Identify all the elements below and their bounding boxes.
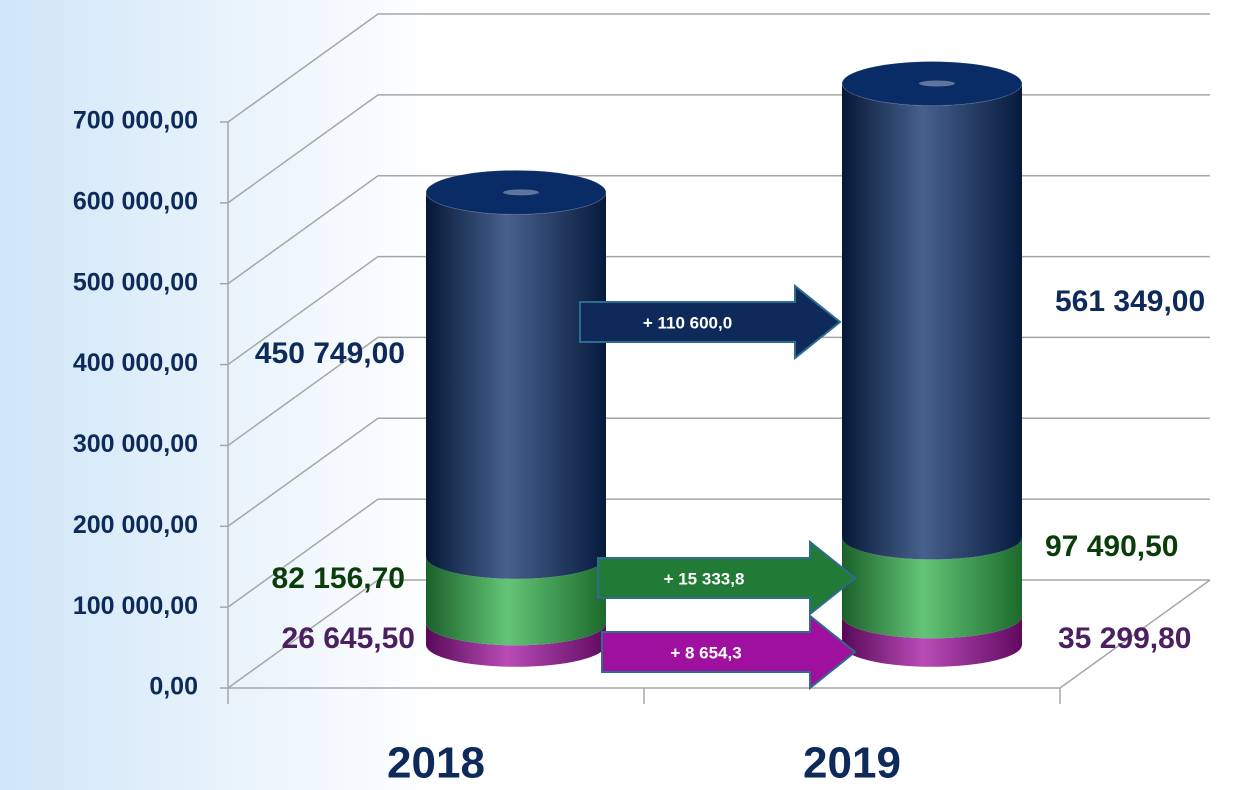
y-tick-label: 600 000,00 (73, 187, 198, 215)
cylinder-highlight (503, 189, 539, 196)
cylinder-segment (426, 623, 606, 667)
x-tick-label: 2019 (803, 739, 901, 788)
value-label: 561 349,00 (1055, 285, 1205, 318)
y-tick-label: 100 000,00 (73, 592, 198, 620)
cylinder-highlight (919, 80, 955, 87)
y-tick-label: 400 000,00 (73, 349, 198, 377)
y-tick-label: 200 000,00 (73, 511, 198, 539)
arrow (597, 539, 857, 617)
y-tick-label: 700 000,00 (73, 107, 198, 135)
y-tick-label: 500 000,00 (73, 268, 198, 296)
value-label: 26 645,50 (282, 622, 415, 655)
cylinder-segment (426, 192, 606, 579)
annotation: + 110 600,0 (643, 313, 732, 332)
annotation: + 15 333,8 (664, 569, 745, 588)
cylinder-segment (842, 616, 1022, 667)
value-label: 97 490,50 (1045, 530, 1178, 563)
arrow (601, 613, 857, 691)
annotation: + 8 654,3 (670, 643, 741, 662)
cylinder-segment (842, 537, 1022, 639)
cylinder-segment (842, 83, 1022, 560)
cylinder-segment (426, 556, 606, 646)
y-tick-label: 0,00 (149, 673, 198, 701)
arrow (579, 283, 842, 361)
y-tick-label: 300 000,00 (73, 430, 198, 458)
cylinder-top (425, 169, 607, 215)
value-label: 82 156,70 (272, 562, 405, 595)
value-label: 450 749,00 (255, 337, 405, 370)
value-label: 35 299,80 (1058, 622, 1191, 655)
cylinder-top (841, 61, 1023, 107)
x-tick-label: 2018 (387, 739, 485, 788)
grid-line (227, 13, 1210, 123)
